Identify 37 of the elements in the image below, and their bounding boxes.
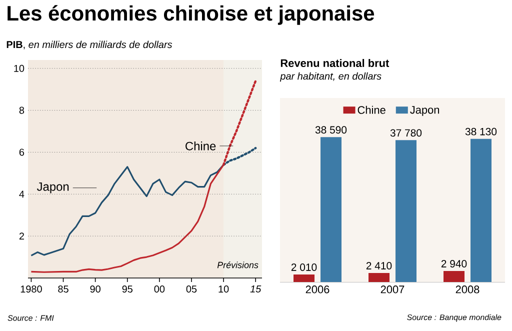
legend-label: Chine <box>358 106 386 114</box>
y-tick-label: 2 <box>19 232 24 240</box>
y-tick-label: 6 <box>19 148 24 156</box>
y-tick-label: 10 <box>14 64 24 72</box>
bar <box>470 138 492 282</box>
x-tick-label: 05 <box>186 286 197 293</box>
bar <box>444 270 465 282</box>
band-label: Prévisions <box>217 261 258 268</box>
data-label: 38 590 <box>315 126 347 134</box>
chart-subtitle: par habitant, en dollars <box>280 72 382 82</box>
x-tick-label: 15 <box>250 286 262 292</box>
x-tick-label: 2007 <box>380 286 404 294</box>
x-tick-label: 90 <box>90 286 100 293</box>
x-tick-label: 00 <box>154 286 165 293</box>
y-tick-label: 4 <box>19 190 24 198</box>
bar <box>320 137 342 282</box>
legend-label: Japon <box>410 106 440 116</box>
chart-title: Revenu national brut <box>280 58 390 68</box>
data-label: 37 780 <box>390 129 422 137</box>
y-tick-label: 8 <box>19 106 24 114</box>
data-label: 2 010 <box>291 264 317 271</box>
data-label: 2 410 <box>366 262 392 270</box>
x-tick-label: 10 <box>218 286 229 293</box>
bar <box>368 272 390 282</box>
chart-subtitle: PIB, en milliers de milliards de dollars <box>6 40 172 50</box>
bar <box>294 274 315 282</box>
x-tick-label: 2008 <box>456 286 480 294</box>
text: Japon <box>36 182 69 194</box>
data-label: 2 940 <box>441 260 467 268</box>
data-label: 38 130 <box>465 128 497 136</box>
bar <box>396 140 417 282</box>
x-tick-label: 95 <box>122 286 132 293</box>
x-tick-label: 1980 <box>20 286 42 293</box>
x-tick-label: 85 <box>58 286 68 293</box>
chart-title: Les économies chinoise et japonaise <box>8 5 374 25</box>
series-label: Chine <box>186 142 216 150</box>
x-tick-label: 2006 <box>306 286 330 294</box>
